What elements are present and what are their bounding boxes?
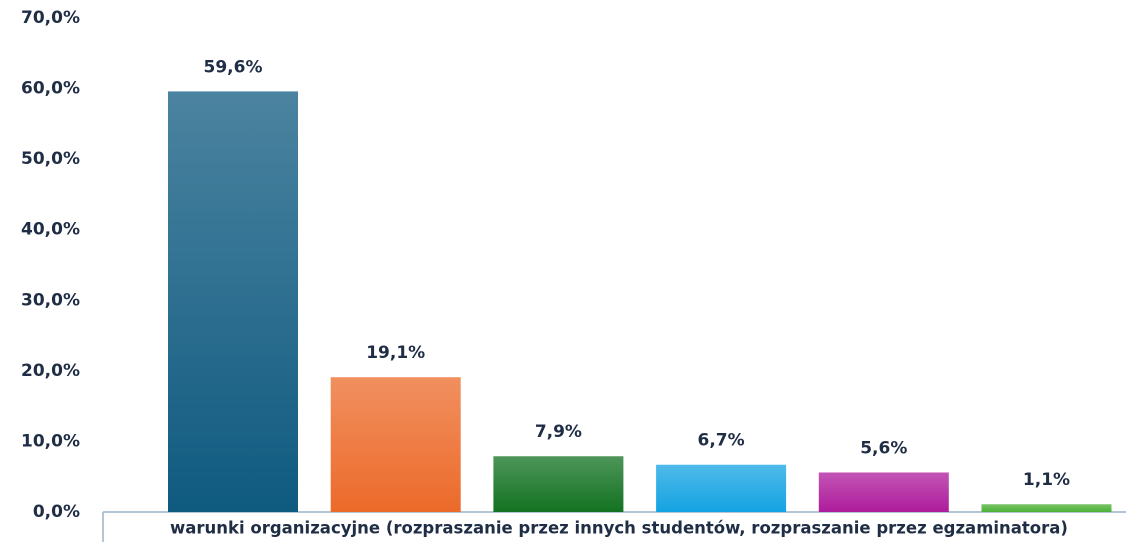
data-label: 1,1% [1023,470,1070,490]
y-tick-label: 50,0% [21,149,80,169]
data-label: 6,7% [698,431,745,451]
x-tick-label: warunki organizacyjne (rozpraszanie prze… [170,519,1068,538]
y-tick-label: 40,0% [21,220,80,240]
y-tick-label: 10,0% [21,431,80,451]
bar [656,464,787,512]
y-tick-label: 60,0% [21,79,80,99]
bar [981,504,1112,512]
bar [168,91,298,512]
data-label: 59,6% [204,57,263,77]
data-label: 5,6% [860,438,907,458]
data-label: 7,9% [535,422,582,442]
bar [330,377,461,512]
y-tick-label: 0,0% [33,502,80,522]
y-tick-label: 70,0% [21,8,80,28]
y-tick-label: 20,0% [21,361,80,381]
bar [818,472,949,512]
y-tick-label: 30,0% [21,290,80,310]
data-label: 19,1% [366,343,425,363]
bar [493,456,624,512]
